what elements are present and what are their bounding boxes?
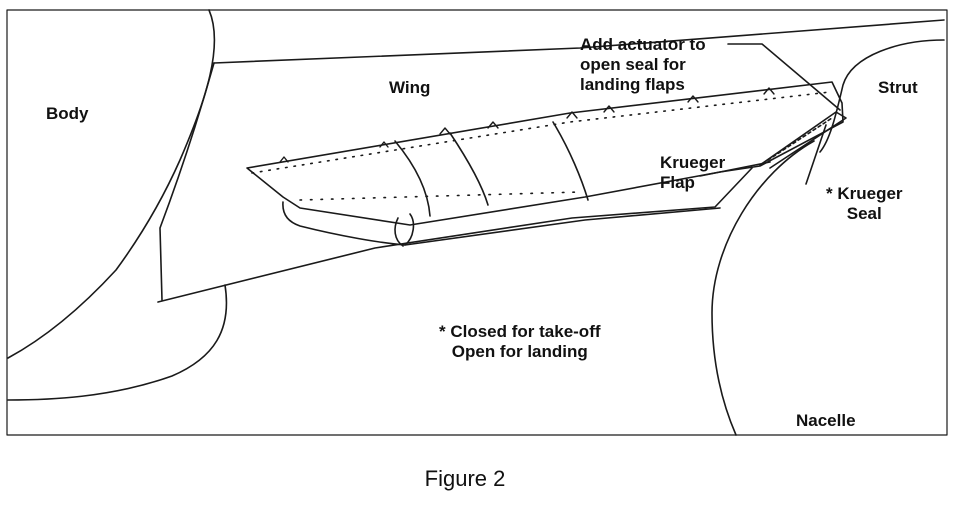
krueger-seal-detail xyxy=(767,117,833,161)
figure-caption: Figure 2 xyxy=(424,466,506,491)
label-actuator-note: Add actuator to open seal for landing fl… xyxy=(580,35,706,95)
flap-segment-line xyxy=(552,121,589,201)
rivet-line-upper xyxy=(251,91,831,174)
krueger-flap-line: Krueger xyxy=(660,153,726,172)
krueger-flap-leader-line xyxy=(699,161,771,177)
actuator-note-line: landing flaps xyxy=(580,75,685,94)
seal-pointer xyxy=(805,124,827,185)
wing-lower-edge xyxy=(157,167,753,303)
label-seal-note: * Closed for take-off Open for landing xyxy=(439,322,601,362)
krueger-seal-line: Seal xyxy=(846,204,882,223)
krueger-flap-nose xyxy=(282,201,415,246)
rivet-line-lower xyxy=(299,191,581,201)
krueger-seal-bracket xyxy=(759,111,847,169)
wing-root-edge xyxy=(159,62,215,301)
seal-note-line: Open for landing xyxy=(451,342,588,361)
figure-frame xyxy=(6,9,948,436)
seal-note-line: * Closed for take-off xyxy=(439,322,601,341)
label-strut: Strut xyxy=(878,78,918,97)
krueger-flap-fold xyxy=(394,217,404,247)
label-wing: Wing xyxy=(389,78,431,97)
krueger-seal-line: * Krueger xyxy=(826,184,903,203)
body-outline-upper xyxy=(7,9,216,359)
strut-outline xyxy=(819,39,945,153)
flap-segment-line xyxy=(394,140,431,217)
leading-edge-fittings xyxy=(279,87,775,163)
actuator-leader-line xyxy=(727,43,841,111)
body-outline-lower xyxy=(7,284,228,401)
actuator-note-line: open seal for xyxy=(580,55,686,74)
label-body: Body xyxy=(46,104,89,123)
label-krueger-seal: * Krueger Seal xyxy=(826,184,903,224)
leading-edge-panel xyxy=(246,81,844,226)
krueger-flap-line: Flap xyxy=(660,173,695,192)
label-nacelle: Nacelle xyxy=(796,411,856,430)
label-krueger-flap: Krueger Flap xyxy=(660,153,725,193)
nacelle-outline xyxy=(711,140,815,436)
krueger-flap-lower xyxy=(404,207,721,246)
flap-segment-line xyxy=(449,132,489,206)
wing-upper-edge xyxy=(213,19,945,64)
actuator-note-line: Add actuator to xyxy=(580,35,706,54)
